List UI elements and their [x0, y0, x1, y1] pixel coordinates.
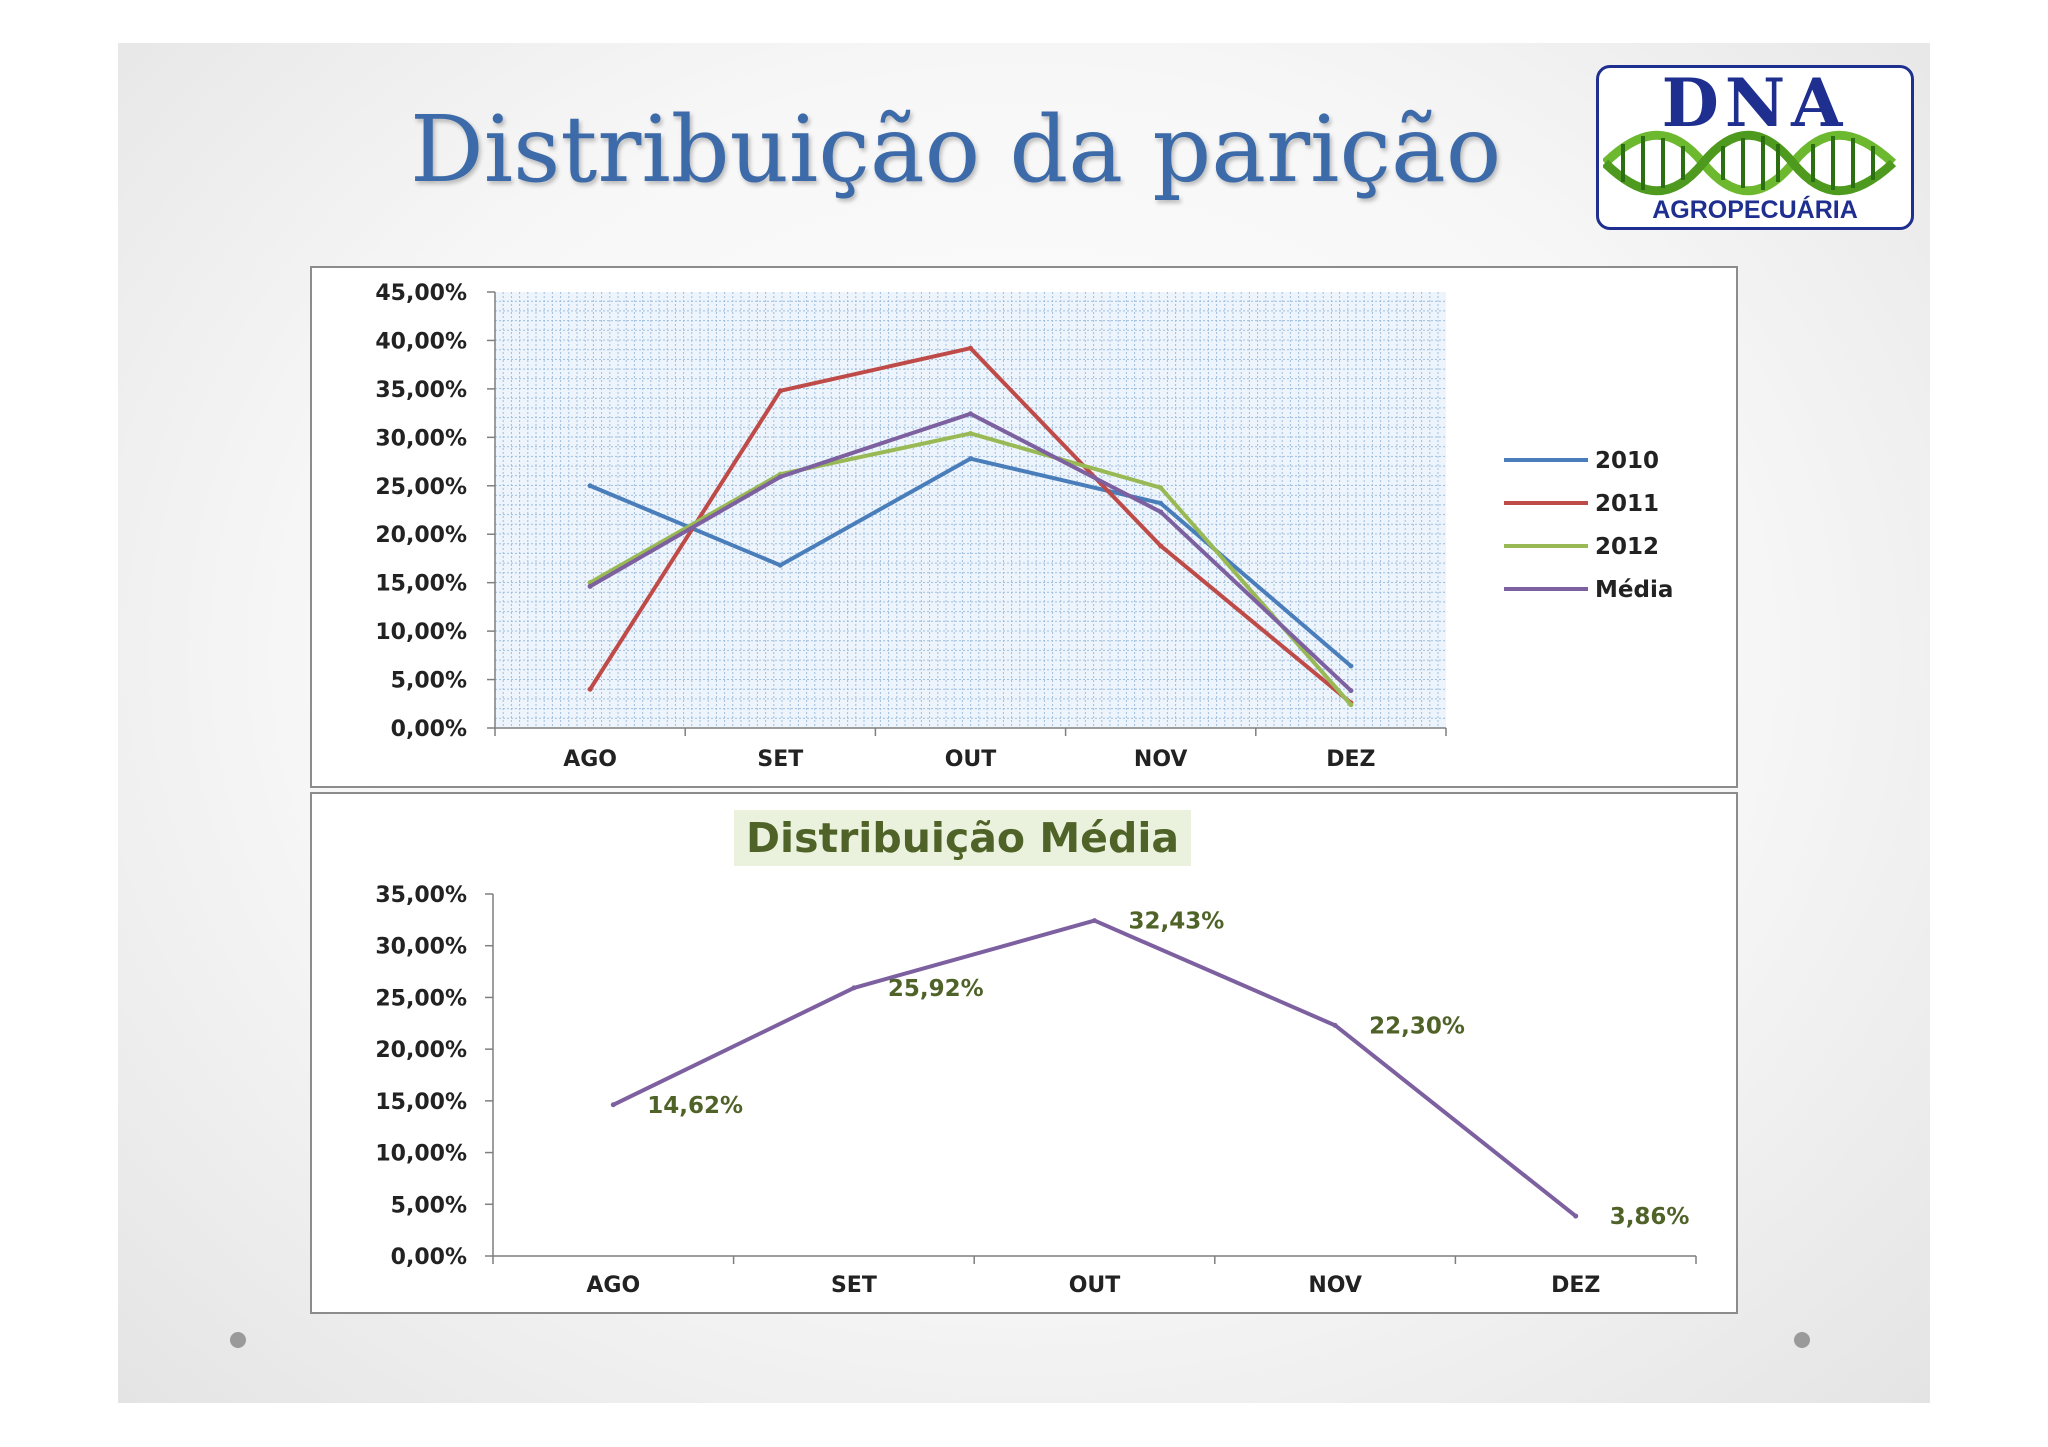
slide-title: Distribuição da parição	[410, 96, 1502, 203]
y-tick-label: 5,00%	[391, 669, 467, 694]
chart-distribuicao-anual: 0,00% 5,00% 10,00% 15,00% 20,00% 25,00% 30,00%…	[310, 266, 1738, 788]
data-point-Média	[1348, 688, 1354, 694]
data-label: 14,62%	[647, 1093, 743, 1119]
y-tick-label: 15,00%	[375, 572, 467, 597]
data-point-2011	[587, 686, 593, 692]
data-label: 25,92%	[888, 976, 984, 1002]
data-point-Média	[1158, 509, 1164, 515]
data-label: 22,30%	[1369, 1013, 1465, 1039]
x-tick-label: DEZ	[1551, 1273, 1600, 1298]
y-tick-label: 30,00%	[375, 935, 467, 960]
y-tick-label: 20,00%	[375, 1038, 467, 1063]
y-tick-label: 0,00%	[391, 717, 467, 742]
data-point-2010	[1158, 500, 1164, 506]
logo-bottom-text: AGROPECUÁRIA	[1652, 196, 1858, 224]
data-point-2010	[587, 483, 593, 489]
chart1-plot: 0,00% 5,00% 10,00% 15,00% 20,00% 25,00% 30,00%…	[375, 281, 1673, 772]
data-point-media	[1573, 1213, 1579, 1219]
x-tick-label: NOV	[1308, 1273, 1362, 1298]
data-point-media	[1092, 918, 1097, 924]
data-point-2010	[1348, 663, 1354, 669]
data-point-Média	[587, 583, 593, 589]
logo-top-text: DNA	[1661, 65, 1849, 142]
data-point-Média	[968, 411, 973, 417]
data-point-2011	[1158, 543, 1164, 549]
data-point-media	[1332, 1022, 1338, 1028]
x-tick-label: OUT	[1069, 1273, 1121, 1298]
x-tick-label: DEZ	[1326, 747, 1375, 772]
chart2-title: Distribuição Média	[734, 810, 1192, 866]
slide-bullet-left	[230, 1332, 246, 1348]
y-tick-label: 10,00%	[375, 1142, 467, 1167]
legend-label: 2010	[1595, 448, 1659, 474]
data-point-2010	[968, 456, 973, 462]
data-point-2010	[777, 562, 783, 568]
chart-distribuicao-media: 0,00% 5,00% 10,00% 15,00% 20,00% 25,00% 30,00%…	[310, 792, 1738, 1314]
dna-helix-icon	[1603, 130, 1897, 196]
y-tick-label: 20,00%	[375, 523, 467, 548]
x-tick-label: AGO	[563, 747, 617, 772]
y-tick-label: 45,00%	[375, 281, 467, 306]
data-point-Média	[777, 474, 783, 480]
x-tick-label: SET	[831, 1273, 877, 1298]
y-tick-label: 10,00%	[375, 620, 467, 645]
chart2-plot: 0,00% 5,00% 10,00% 15,00% 20,00% 25,00% 30,00%…	[375, 883, 1697, 1298]
y-tick-label: 25,00%	[375, 475, 467, 500]
data-point-media	[851, 985, 857, 991]
y-tick-label: 0,00%	[391, 1245, 467, 1270]
slide-bullet-right	[1794, 1332, 1810, 1348]
data-point-2012	[968, 430, 973, 436]
y-tick-label: 25,00%	[375, 986, 467, 1011]
y-tick-label: 35,00%	[375, 378, 467, 403]
x-tick-label: NOV	[1134, 747, 1188, 772]
data-point-2011	[777, 388, 783, 394]
data-point-2011	[968, 345, 973, 351]
y-tick-label: 5,00%	[391, 1193, 467, 1218]
y-tick-label: 40,00%	[375, 329, 467, 354]
data-label: 3,86%	[1610, 1204, 1690, 1230]
legend-label: Média	[1595, 577, 1673, 603]
legend-label: 2011	[1595, 491, 1659, 517]
data-point-media	[610, 1102, 616, 1108]
x-tick-label: OUT	[945, 747, 997, 772]
series-line-media	[612, 918, 1577, 1218]
y-tick-label: 15,00%	[375, 1090, 467, 1115]
y-tick-label: 30,00%	[375, 426, 467, 451]
legend-label: 2012	[1595, 534, 1659, 560]
data-point-2012	[1348, 702, 1354, 708]
y-tick-label: 35,00%	[375, 883, 467, 908]
x-tick-label: SET	[757, 747, 803, 772]
x-tick-label: AGO	[586, 1273, 640, 1298]
data-point-2012	[1158, 485, 1164, 491]
dna-agropecuaria-logo: DNA AGROPECUÁRIA	[1596, 65, 1914, 230]
data-label: 32,43%	[1129, 909, 1225, 935]
